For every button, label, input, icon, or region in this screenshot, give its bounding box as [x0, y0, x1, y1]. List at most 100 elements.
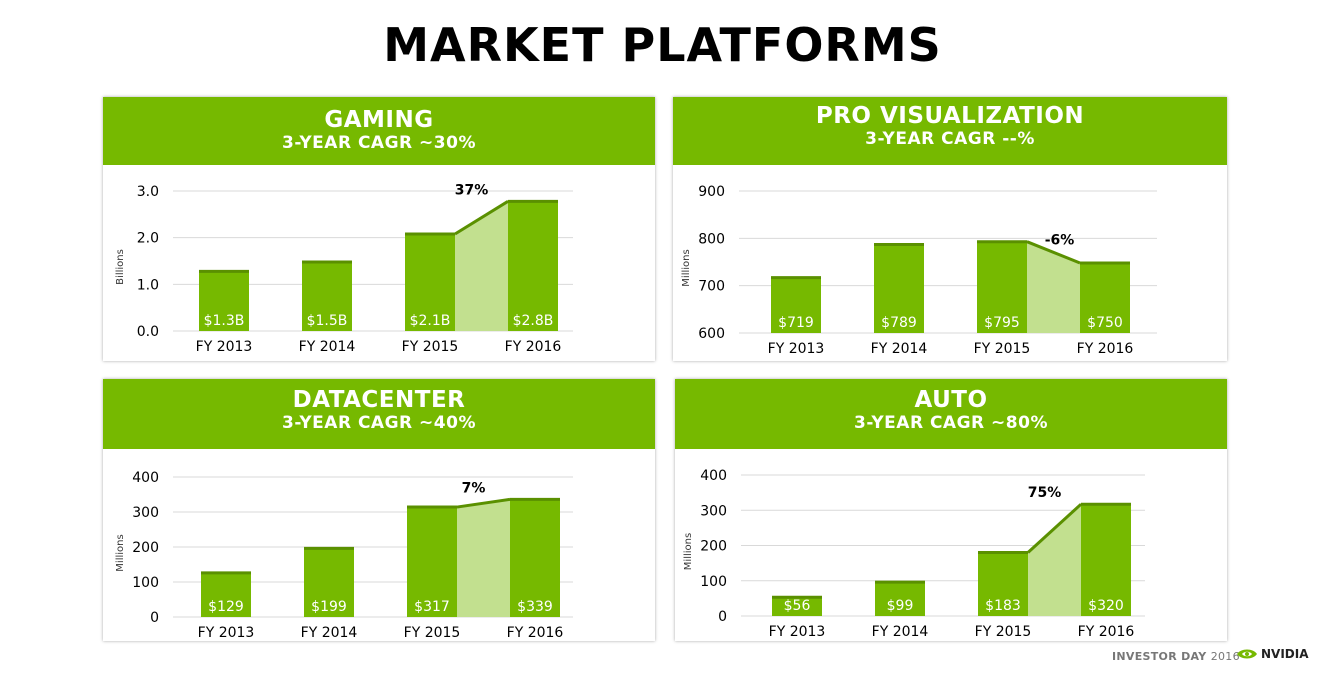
- x-tick-label: FY 2013: [196, 339, 253, 355]
- auto-chart: 0 100 200 300 400 Millions $56 FY 2013 $99 FY 201…: [683, 468, 1145, 640]
- y-tick-label: 700: [698, 279, 725, 295]
- y-axis-label: Millions: [681, 249, 692, 286]
- y-tick-label: 200: [132, 540, 159, 556]
- x-tick-label: FY 2014: [299, 339, 356, 355]
- bar: [1081, 503, 1131, 616]
- data-label: $1.5B: [307, 313, 348, 329]
- bar: [201, 571, 251, 617]
- y-tick-label: 400: [132, 470, 159, 486]
- pro-visualization-panel: PRO VISUALIZATION 3-YEAR CAGR --% 600 700…: [673, 97, 1227, 361]
- bar: [977, 240, 1027, 333]
- y-tick-label: 800: [698, 231, 725, 247]
- bar: [199, 270, 249, 331]
- footer-event: INVESTOR DAY 2016: [1112, 650, 1240, 663]
- data-label: $750: [1087, 315, 1123, 331]
- growth-band: [1027, 240, 1080, 333]
- growth-label: 7%: [462, 480, 486, 496]
- growth-line: [1026, 503, 1083, 554]
- x-tick-label: FY 2016: [507, 625, 564, 641]
- y-axis-label: Millions: [683, 533, 694, 570]
- x-tick-label: FY 2014: [301, 625, 358, 641]
- y-tick-label: 900: [698, 184, 725, 200]
- nvidia-eye-icon: [1237, 649, 1257, 659]
- data-label: $2.1B: [410, 313, 451, 329]
- datacenter-chart: 0 100 200 300 400 Millions $129 FY 2013 $199 FY 2…: [115, 470, 573, 641]
- bar: [510, 498, 560, 617]
- gaming-title: GAMING: [324, 107, 434, 133]
- y-tick-label: 600: [698, 326, 725, 342]
- data-label: $317: [414, 599, 450, 615]
- x-tick-label: FY 2013: [198, 625, 255, 641]
- x-tick-label: FY 2015: [404, 625, 461, 641]
- y-tick-label: 300: [132, 505, 159, 521]
- y-tick-label: 0: [150, 610, 159, 626]
- nvidia-wordmark: NVIDIA: [1261, 647, 1309, 661]
- y-tick-label: 400: [700, 468, 727, 484]
- data-label: $320: [1088, 598, 1124, 614]
- data-label: $1.3B: [204, 313, 245, 329]
- x-tick-label: FY 2015: [975, 624, 1032, 640]
- growth-label: -6%: [1045, 233, 1075, 249]
- data-label: $789: [881, 315, 917, 331]
- data-label: $2.8B: [513, 313, 554, 329]
- pro-visualization-header: PRO VISUALIZATION 3-YEAR CAGR --%: [673, 97, 1227, 165]
- bar: [508, 200, 558, 331]
- bar: [874, 243, 924, 333]
- auto-subtitle: 3-YEAR CAGR ~80%: [853, 413, 1048, 433]
- x-tick-label: FY 2016: [1077, 341, 1134, 357]
- datacenter-panel: DATACENTER 3-YEAR CAGR ~40% 0 100 200 300 40…: [103, 379, 655, 641]
- auto-panel: AUTO 3-YEAR CAGR ~80% 0 100 200 300 400 Milli…: [675, 379, 1227, 641]
- pro-visualization-chart: 600 700 800 900 Millions $719 FY 2013 $789 FY 20…: [681, 184, 1157, 357]
- y-tick-label: 100: [132, 575, 159, 591]
- gaming-header: GAMING 3-YEAR CAGR ~30%: [103, 97, 655, 165]
- datacenter-title: DATACENTER: [292, 387, 466, 413]
- footer-event-year: 2016: [1210, 650, 1240, 663]
- x-tick-label: FY 2015: [402, 339, 459, 355]
- data-label: $99: [887, 598, 914, 614]
- nvidia-logo: NVIDIA: [1236, 647, 1309, 661]
- pro-visualization-title: PRO VISUALIZATION: [815, 103, 1085, 129]
- bar: [771, 276, 821, 333]
- growth-line: [456, 497, 511, 509]
- y-tick-label: 300: [700, 503, 727, 519]
- y-tick-label: 2.0: [137, 231, 159, 247]
- y-tick-label: 3.0: [137, 184, 159, 200]
- data-label: $199: [311, 599, 347, 615]
- growth-band: [1028, 503, 1081, 616]
- x-tick-label: FY 2014: [871, 341, 928, 357]
- gaming-chart: 0.0 1.0 2.0 3.0 Billions $1.3B FY 2013 $1.5B FY …: [115, 182, 573, 355]
- page-title: MARKET PLATFORMS: [383, 18, 942, 72]
- y-tick-label: 0: [718, 609, 727, 625]
- data-label: $339: [517, 599, 553, 615]
- x-tick-label: FY 2014: [872, 624, 929, 640]
- data-label: $56: [784, 598, 811, 614]
- auto-title: AUTO: [914, 387, 988, 413]
- growth-band: [457, 498, 510, 617]
- bar: [407, 506, 457, 617]
- y-tick-label: 200: [700, 539, 727, 555]
- y-tick-label: 0.0: [137, 324, 159, 340]
- auto-header: AUTO 3-YEAR CAGR ~80%: [675, 379, 1227, 449]
- bar: [772, 596, 822, 616]
- x-tick-label: FY 2016: [1078, 624, 1135, 640]
- bar: [978, 551, 1028, 616]
- growth-line: [454, 200, 509, 236]
- x-tick-label: FY 2013: [768, 341, 825, 357]
- x-tick-label: FY 2016: [505, 339, 562, 355]
- bar: [1080, 262, 1130, 333]
- y-tick-label: 100: [700, 574, 727, 590]
- bar: [875, 581, 925, 616]
- growth-label: 37%: [455, 182, 489, 198]
- y-tick-label: 1.0: [137, 277, 159, 293]
- datacenter-subtitle: 3-YEAR CAGR ~40%: [281, 413, 476, 433]
- growth-line: [1026, 240, 1081, 265]
- gaming-panel: GAMING 3-YEAR CAGR ~30% 0.0 1.0 2.0 3.0 Bill…: [103, 97, 655, 361]
- data-label: $129: [208, 599, 244, 615]
- x-tick-label: FY 2015: [974, 341, 1031, 357]
- data-label: $795: [984, 315, 1020, 331]
- bar: [302, 261, 352, 331]
- bar: [304, 547, 354, 617]
- y-axis-label: Millions: [115, 534, 126, 571]
- data-label: $719: [778, 315, 814, 331]
- datacenter-header: DATACENTER 3-YEAR CAGR ~40%: [103, 379, 655, 449]
